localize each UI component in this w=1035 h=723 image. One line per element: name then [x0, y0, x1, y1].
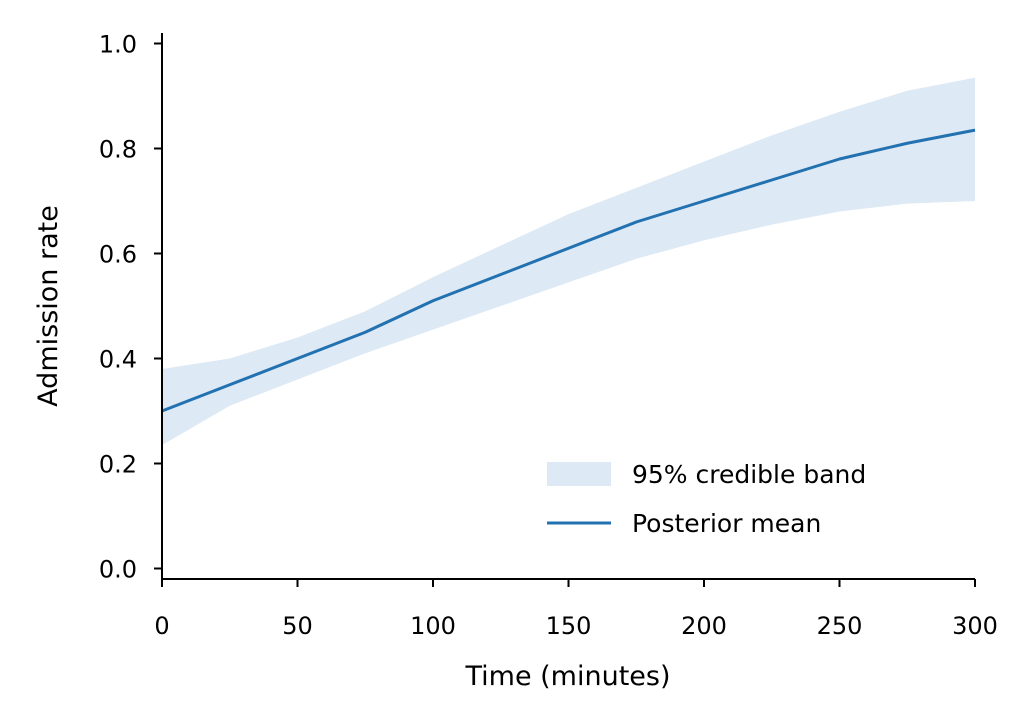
x-tick-label: 50 — [282, 612, 313, 640]
x-axis-title: Time (minutes) — [464, 661, 670, 692]
x-tick-label: 150 — [546, 612, 592, 640]
x-tick-label: 300 — [952, 612, 998, 640]
x-tick-label: 250 — [817, 612, 863, 640]
legend-label-line: Posterior mean — [632, 509, 821, 538]
y-tick-label: 0.4 — [99, 346, 137, 374]
legend: 95% credible band Posterior mean — [547, 460, 866, 538]
line-layer — [161, 128, 976, 413]
y-axis-title: Admission rate — [33, 205, 64, 407]
x-tick-label: 200 — [681, 612, 727, 640]
legend-label-band: 95% credible band — [632, 460, 866, 489]
y-tick-label: 0.0 — [99, 556, 137, 584]
legend-swatch-band — [547, 462, 611, 486]
x-tick-label: 0 — [154, 612, 169, 640]
x-tick-label: 100 — [410, 612, 456, 640]
x-ticks: 0 50 100 150 200 250 300 — [154, 579, 998, 640]
y-tick-label: 0.6 — [99, 241, 137, 269]
band-layer — [162, 77, 975, 446]
y-tick-label: 0.8 — [99, 136, 137, 164]
posterior-mean-line — [161, 128, 976, 413]
y-tick-label: 0.2 — [99, 451, 137, 479]
y-tick-label: 1.0 — [99, 31, 137, 59]
y-ticks: 0.0 0.2 0.4 0.6 0.8 1.0 — [99, 31, 162, 584]
credible-band — [162, 77, 975, 446]
